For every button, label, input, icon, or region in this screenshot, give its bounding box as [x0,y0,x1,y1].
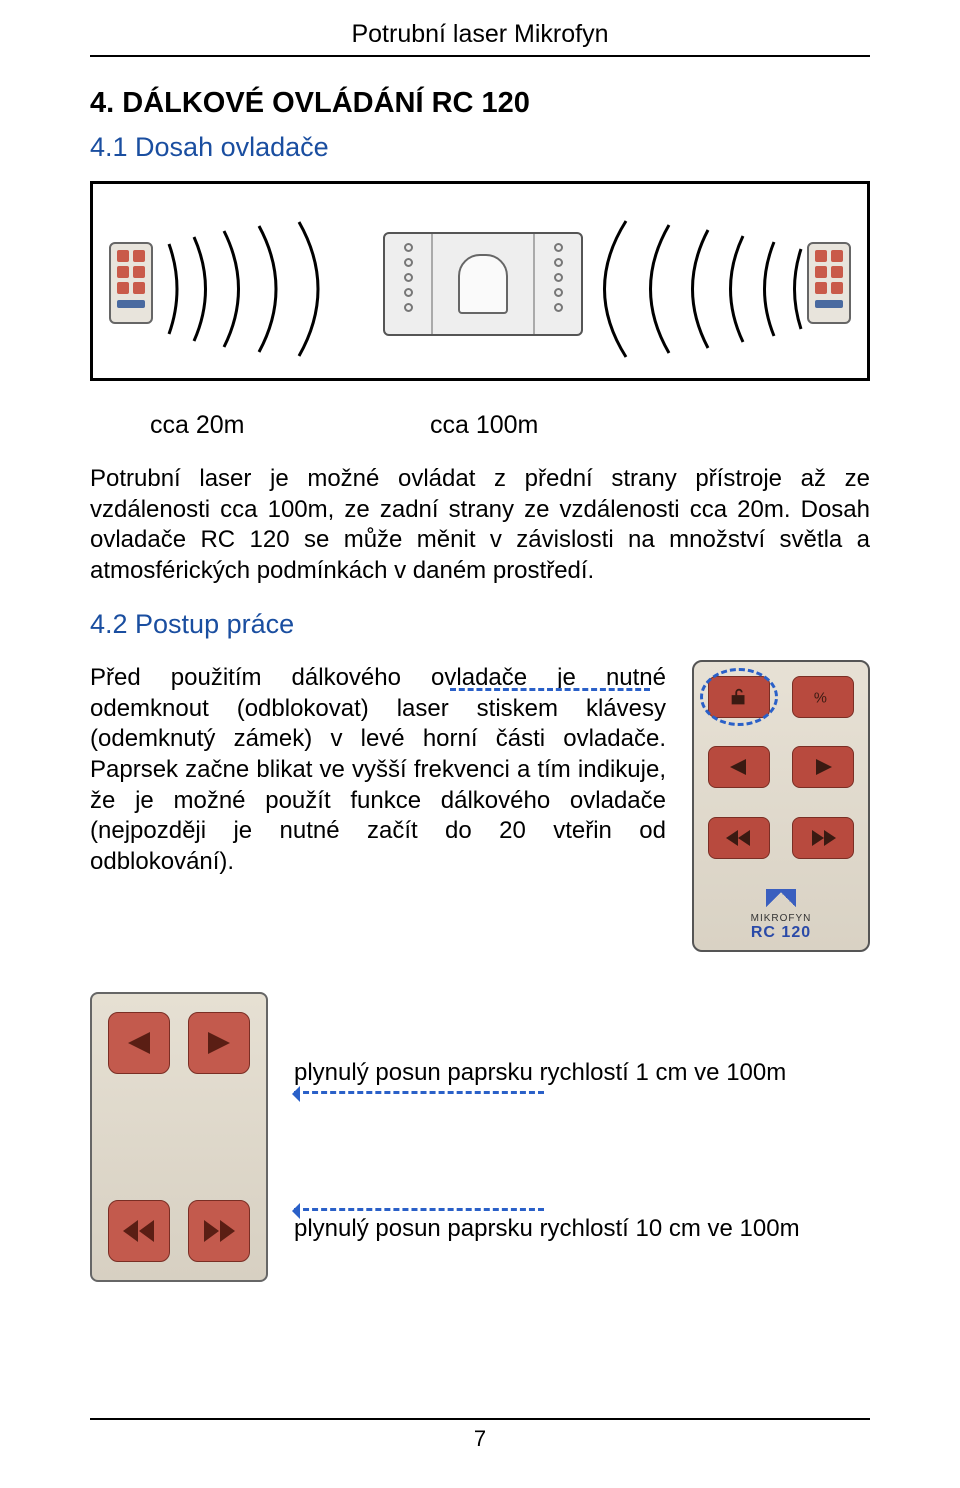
caption-slow-arrow [294,1091,544,1094]
caption-slow: plynulý posun paprsku rychlostí 1 cm ve … [294,1059,870,1094]
section-title: DÁLKOVÉ OVLÁDÁNÍ RC 120 [122,87,530,119]
callout-dash-line [450,688,650,691]
range-diagram [90,181,870,381]
panel-right-arrow-icon [188,1012,250,1074]
remote-rear-icon [109,242,153,324]
laser-unit-icon [383,232,583,336]
page-footer: 7 [90,1418,870,1452]
caption-fast-text: plynulý posun paprsku rychlostí 10 cm ve… [294,1215,870,1243]
subsection-4-2-heading: 4.2 Postup práce [90,609,870,640]
range-labels: cca 20m cca 100m [90,411,870,440]
remote-brand-label: MIKROFYN RC 120 [708,887,854,942]
model-name: RC 120 [708,924,854,942]
percent-button-icon: % [792,676,854,718]
range-far: cca 100m [430,411,538,440]
page-number: 7 [90,1426,870,1452]
left-arrow-button-icon [708,746,770,788]
subsection-4-1-heading: 4.1 Dosah ovladače [90,132,870,163]
remote-front-icon [807,242,851,324]
caption-fast: plynulý posun paprsku rychlostí 10 cm ve… [294,1204,870,1243]
svg-text:%: % [814,690,827,706]
right-arrow-button-icon [792,746,854,788]
range-near: cca 20m [150,411,430,440]
signal-arcs-right [591,234,821,349]
panel-left-arrow-icon [108,1012,170,1074]
fast-right-button-icon [792,817,854,859]
arrow-buttons-panel [90,992,268,1282]
signal-arcs-left [159,234,379,349]
fast-left-button-icon [708,817,770,859]
paragraph-4-2: Před použitím dálkového ovladače je nutn… [90,660,666,878]
section-number: 4. [90,87,114,119]
rc120-remote-illustration: % MIKROFYN RC 120 [692,660,870,952]
caption-slow-text: plynulý posun paprsku rychlostí 1 cm ve … [294,1059,870,1087]
running-header: Potrubní laser Mikrofyn [90,20,870,49]
header-rule [90,55,870,57]
brand-logo-icon [766,889,796,911]
brand-name: MIKROFYN [708,913,854,924]
section-4-heading: 4. DÁLKOVÉ OVLÁDÁNÍ RC 120 [90,87,870,120]
footer-rule [90,1418,870,1420]
paragraph-4-1: Potrubní laser je možné ovládat z přední… [90,464,870,587]
caption-fast-arrow [294,1208,544,1211]
panel-fast-right-icon [188,1200,250,1262]
panel-fast-left-icon [108,1200,170,1262]
unlock-key-highlight [700,668,778,726]
